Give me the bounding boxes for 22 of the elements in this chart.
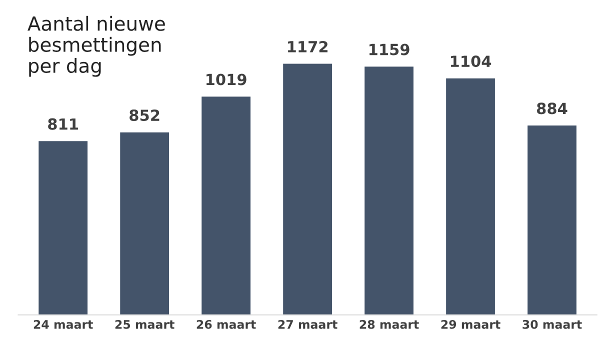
data-label: 852	[130, 109, 160, 122]
data-label: 1104	[450, 56, 492, 68]
chart-title: Aantal nieuwe besmettingen per dag	[28, 16, 165, 77]
bar	[283, 64, 332, 315]
x-tick-label: 25 maart	[115, 320, 174, 329]
bar	[38, 141, 88, 315]
x-tick-label: 29 maart	[441, 320, 500, 329]
bar	[446, 78, 495, 315]
bar	[202, 96, 251, 315]
x-tick-label: 28 maart	[360, 320, 419, 329]
x-tick-label: 26 maart	[196, 320, 256, 329]
x-tick-label: 30 maart	[522, 320, 582, 329]
bar	[364, 66, 414, 315]
x-tick-label: 24 maart	[34, 320, 93, 329]
data-label: 1172	[288, 40, 328, 52]
data-label: 811	[48, 118, 78, 130]
bar	[120, 132, 170, 315]
data-label: 1019	[206, 74, 246, 86]
data-label: 1159	[369, 44, 410, 56]
bar	[528, 125, 576, 315]
x-tick-label: 27 maart	[278, 320, 338, 329]
data-label: 884	[536, 102, 568, 114]
